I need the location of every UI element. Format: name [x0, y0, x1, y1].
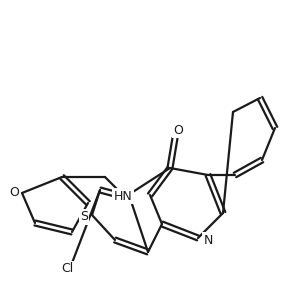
Text: Cl: Cl — [61, 262, 73, 275]
Text: HN: HN — [114, 189, 132, 203]
Text: N: N — [203, 234, 213, 246]
Text: O: O — [173, 124, 183, 137]
Text: O: O — [9, 187, 19, 200]
Text: S: S — [80, 210, 88, 223]
